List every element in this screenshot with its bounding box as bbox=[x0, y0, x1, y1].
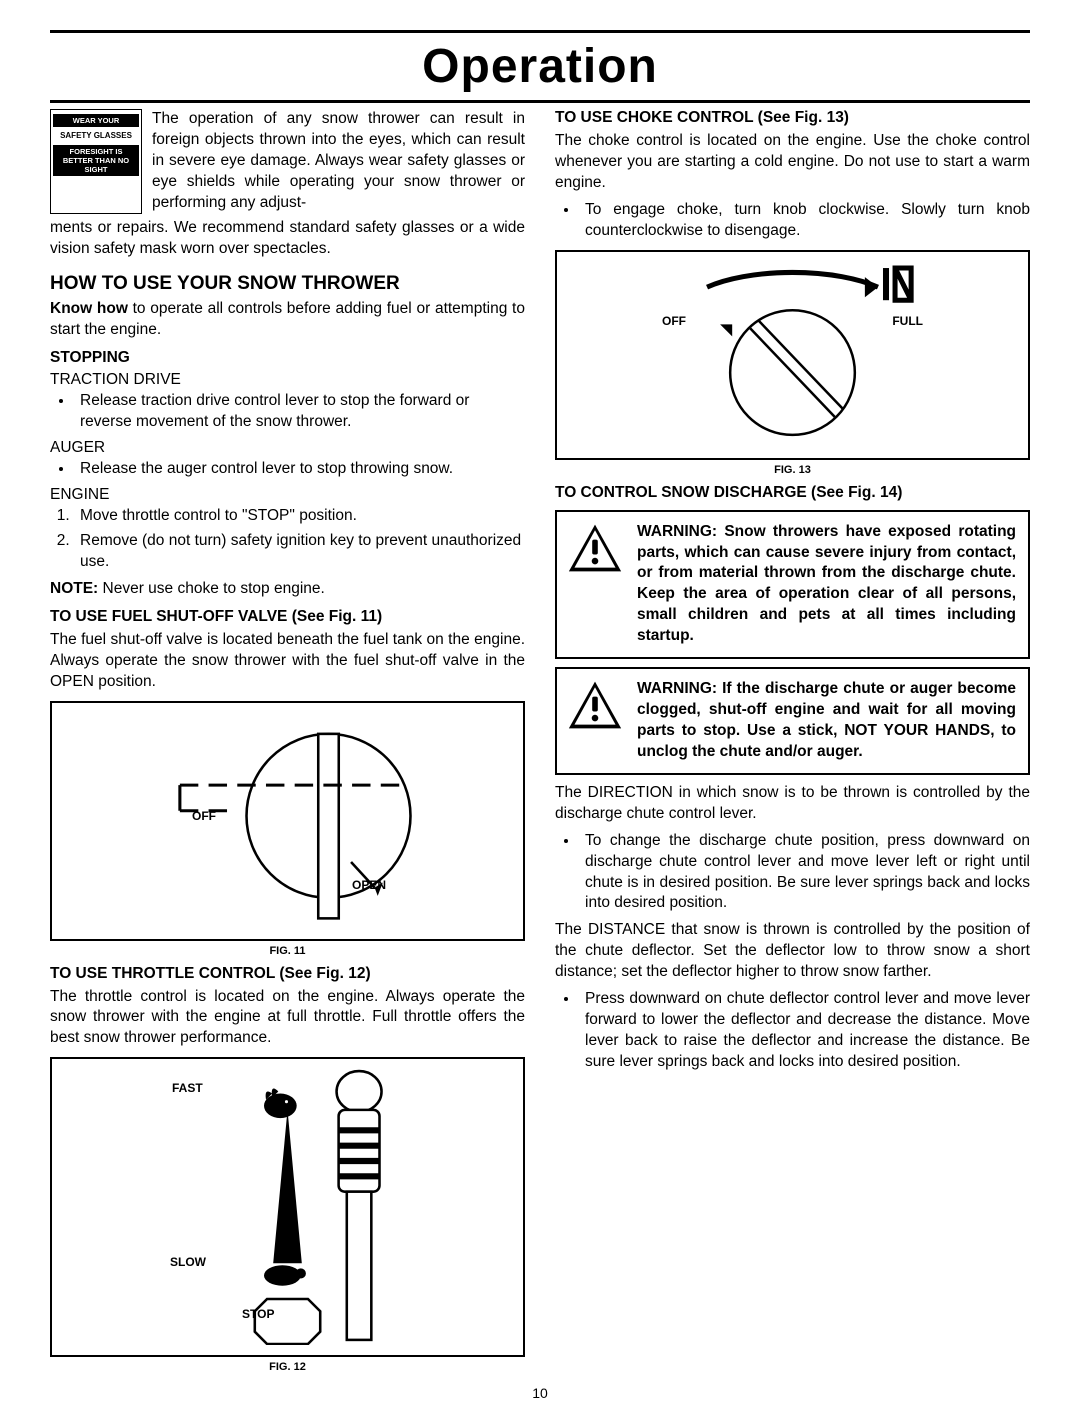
warning-triangle-icon bbox=[567, 679, 623, 736]
engine-note: NOTE: Never use choke to stop engine. bbox=[50, 579, 525, 600]
auger-bullet: Release the auger control lever to stop … bbox=[74, 459, 525, 480]
engine-step-2: Remove (do not turn) safety ignition key… bbox=[74, 531, 525, 573]
label-line3: FORESIGHT IS BETTER THAN NO SIGHT bbox=[53, 145, 139, 176]
fig11-off: OFF bbox=[192, 809, 216, 823]
warning-box-1: WARNING: Snow throwers have exposed rota… bbox=[555, 510, 1030, 660]
fig12-stop: STOP bbox=[242, 1307, 274, 1321]
fig11-open: OPEN bbox=[352, 878, 386, 892]
fuel-valve-diagram bbox=[62, 713, 513, 929]
intro-text-cont: ments or repairs. We recommend standard … bbox=[50, 218, 525, 260]
choke-heading: TO USE CHOKE CONTROL (See Fig. 13) bbox=[555, 109, 1030, 127]
fuel-para: The fuel shut-off valve is located benea… bbox=[50, 630, 525, 693]
fig13-off: OFF bbox=[662, 314, 686, 328]
warning-box-2: WARNING: If the discharge chute or auger… bbox=[555, 667, 1030, 775]
note-bold: NOTE: bbox=[50, 580, 98, 597]
fig12-caption: FIG. 12 bbox=[50, 1361, 525, 1373]
right-column: TO USE CHOKE CONTROL (See Fig. 13) The c… bbox=[555, 109, 1030, 1379]
discharge-heading: TO CONTROL SNOW DISCHARGE (See Fig. 14) bbox=[555, 484, 1030, 502]
top-rule bbox=[50, 30, 1030, 33]
turtle-icon bbox=[264, 1266, 306, 1286]
howto-heading: HOW TO USE YOUR SNOW THROWER bbox=[50, 273, 525, 295]
distance-para: The DISTANCE that snow is thrown is cont… bbox=[555, 920, 1030, 983]
figure-11: OFF OPEN bbox=[50, 701, 525, 941]
warning-triangle-icon bbox=[567, 522, 623, 579]
label-line2: SAFETY GLASSES bbox=[53, 129, 139, 143]
warning-1-text: WARNING: Snow throwers have exposed rota… bbox=[637, 522, 1016, 648]
content-columns: WEAR YOUR SAFETY GLASSES FORESIGHT IS BE… bbox=[50, 109, 1030, 1379]
choke-para: The choke control is located on the engi… bbox=[555, 131, 1030, 194]
throttle-diagram bbox=[62, 1069, 513, 1345]
choke-bullet: To engage choke, turn knob clockwise. Sl… bbox=[579, 200, 1030, 242]
fig13-full: FULL bbox=[892, 314, 923, 328]
fig12-slow: SLOW bbox=[170, 1255, 206, 1269]
engine-step-1: Move throttle control to "STOP" position… bbox=[74, 506, 525, 527]
safety-intro: WEAR YOUR SAFETY GLASSES FORESIGHT IS BE… bbox=[50, 109, 525, 214]
bottom-rule bbox=[50, 100, 1030, 103]
warning-2-text: WARNING: If the discharge chute or auger… bbox=[637, 679, 1016, 763]
fuel-heading: TO USE FUEL SHUT-OFF VALVE (See Fig. 11) bbox=[50, 608, 525, 626]
fig13-caption: FIG. 13 bbox=[555, 464, 1030, 476]
fig12-fast: FAST bbox=[172, 1081, 203, 1095]
fig11-caption: FIG. 11 bbox=[50, 945, 525, 957]
direction-para: The DIRECTION in which snow is to be thr… bbox=[555, 783, 1030, 825]
page-number: 10 bbox=[50, 1385, 1030, 1401]
label-line1: WEAR YOUR bbox=[53, 114, 139, 127]
note-rest: Never use choke to stop engine. bbox=[98, 580, 325, 597]
knowhow-bold: Know how bbox=[50, 300, 128, 317]
traction-heading: TRACTION DRIVE bbox=[50, 371, 525, 389]
intro-text-inline: The operation of any snow thrower can re… bbox=[152, 109, 525, 214]
throttle-heading: TO USE THROTTLE CONTROL (See Fig. 12) bbox=[50, 965, 525, 983]
distance-bullet: Press downward on chute deflector contro… bbox=[579, 989, 1030, 1073]
throttle-para: The throttle control is located on the e… bbox=[50, 987, 525, 1050]
traction-bullet: Release traction drive control lever to … bbox=[74, 391, 525, 433]
page-title: Operation bbox=[50, 39, 1030, 94]
rabbit-icon bbox=[264, 1089, 297, 1119]
auger-heading: AUGER bbox=[50, 439, 525, 457]
choke-diagram bbox=[567, 262, 1018, 448]
figure-13: OFF FULL bbox=[555, 250, 1030, 460]
knowhow-para: Know how to operate all controls before … bbox=[50, 299, 525, 341]
left-column: WEAR YOUR SAFETY GLASSES FORESIGHT IS BE… bbox=[50, 109, 525, 1379]
direction-bullet: To change the discharge chute position, … bbox=[579, 831, 1030, 915]
safety-glasses-label: WEAR YOUR SAFETY GLASSES FORESIGHT IS BE… bbox=[50, 109, 142, 214]
engine-heading: ENGINE bbox=[50, 486, 525, 504]
figure-12: FAST SLOW STOP bbox=[50, 1057, 525, 1357]
stopping-heading: STOPPING bbox=[50, 349, 525, 367]
